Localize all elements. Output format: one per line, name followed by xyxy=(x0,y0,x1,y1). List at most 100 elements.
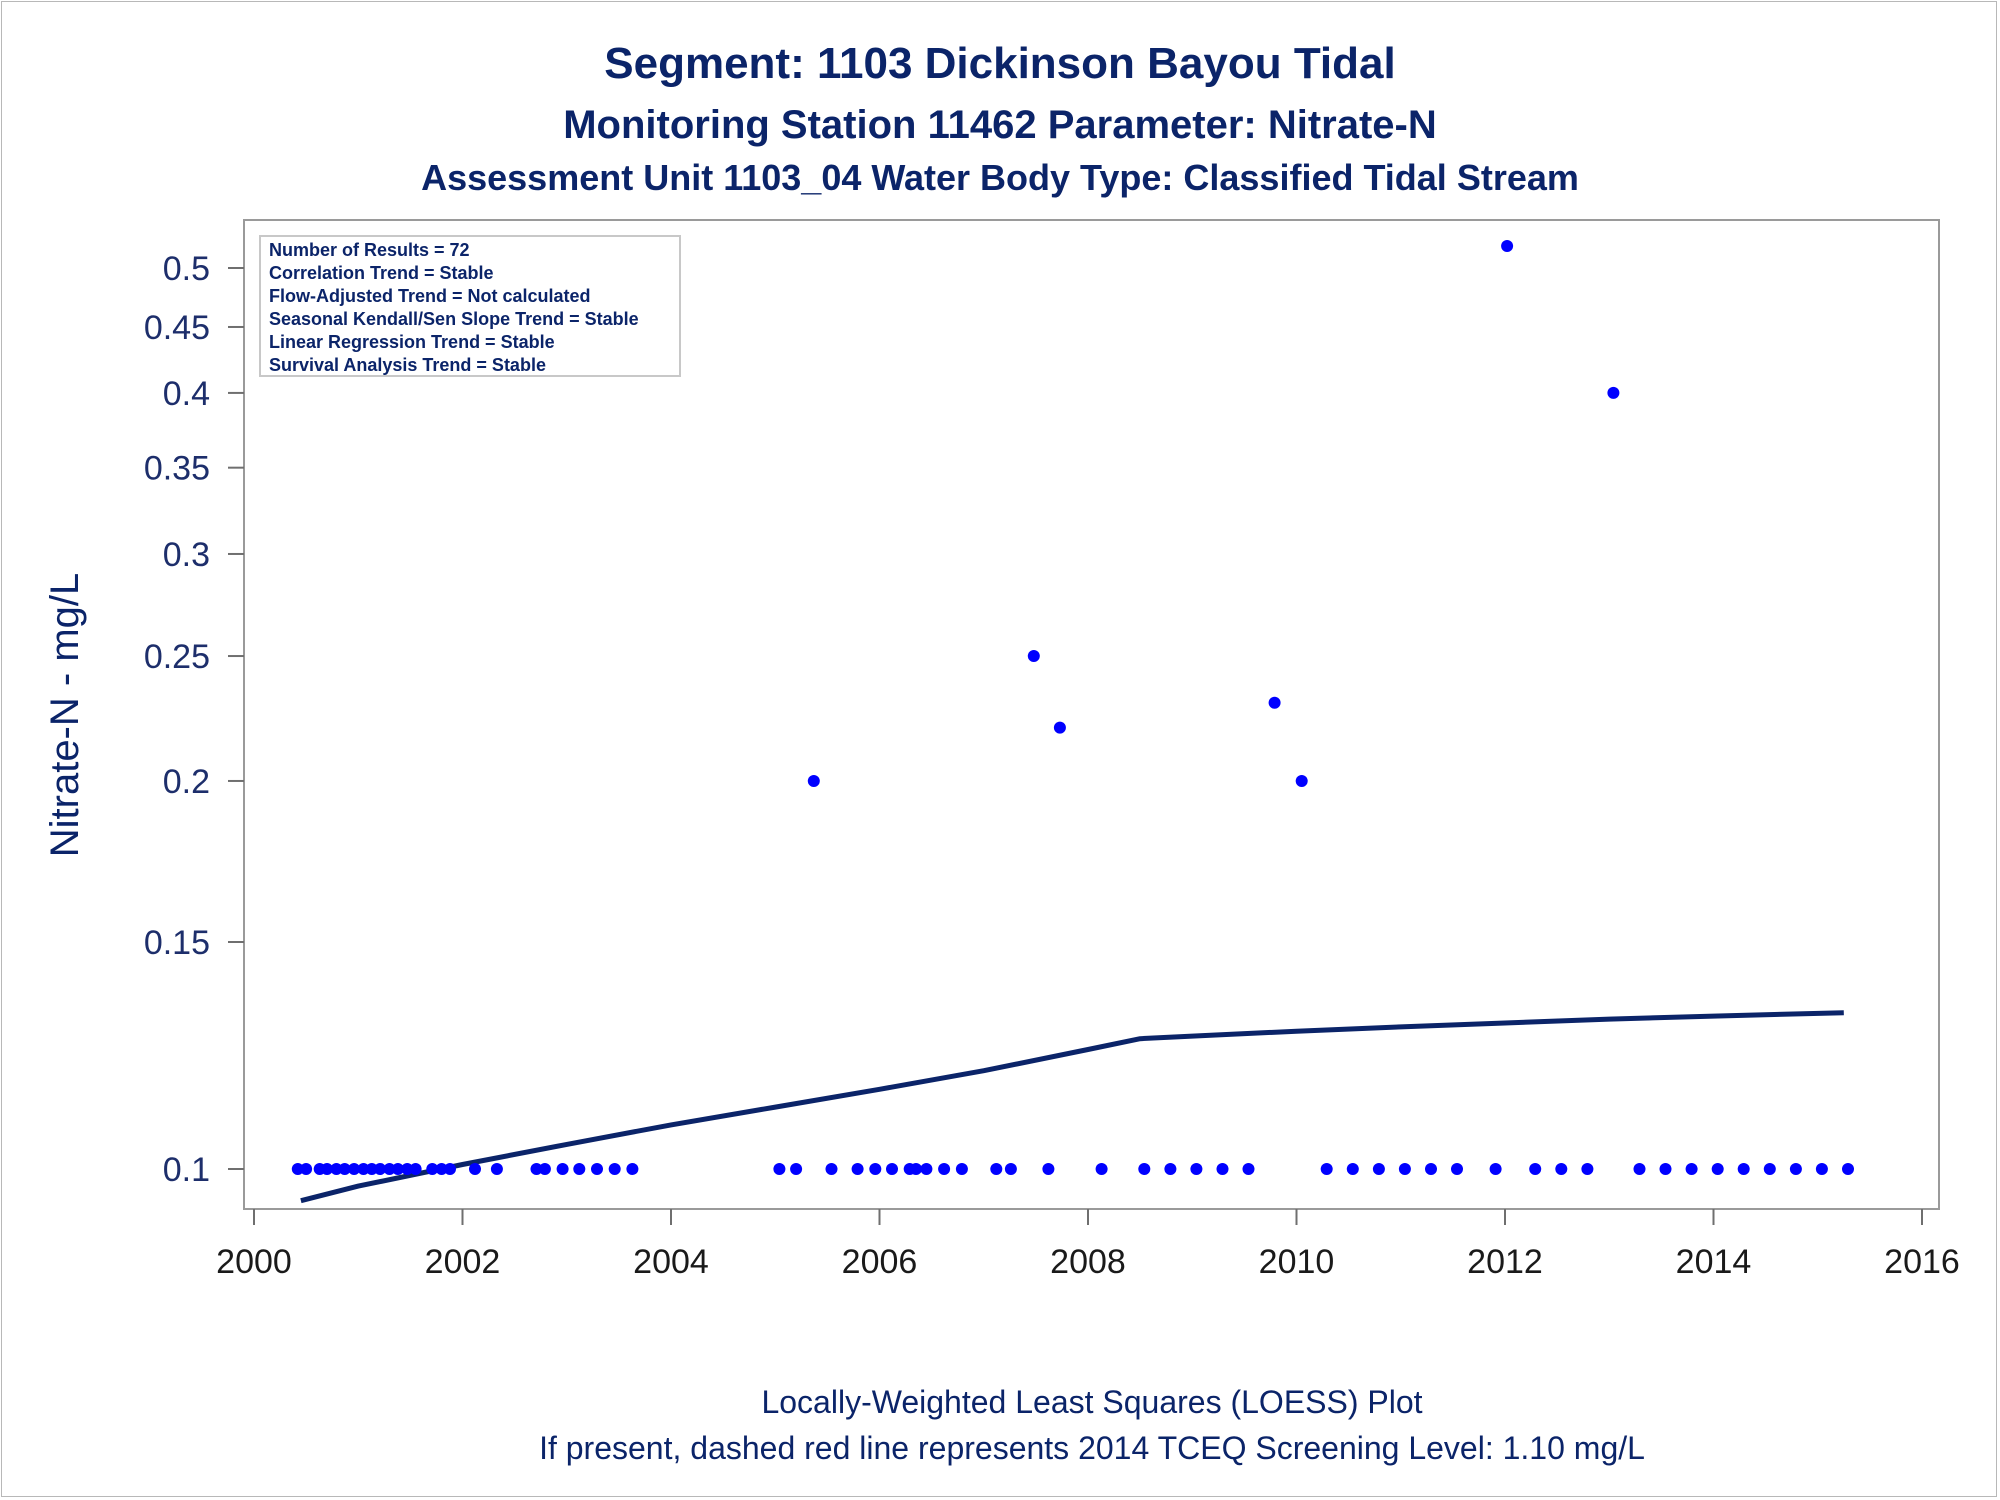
chart-title: Segment: 1103 Dickinson Bayou Tidal xyxy=(604,39,1395,88)
data-point xyxy=(869,1163,882,1175)
x-tick-label: 2016 xyxy=(1884,1243,1960,1281)
data-point xyxy=(1095,1163,1108,1175)
data-point xyxy=(1555,1163,1568,1175)
data-point xyxy=(807,775,820,787)
data-point xyxy=(1763,1163,1776,1175)
x-axis: 2000 2002 2004 2006 2008 2010 2012 2014 2016 xyxy=(216,1209,1960,1281)
data-point xyxy=(955,1163,968,1175)
data-point xyxy=(626,1163,639,1175)
y-axis-label: Nitrate-N - mg/L xyxy=(43,573,87,858)
footnote-2: If present, dashed red line represents 2… xyxy=(539,1430,1645,1466)
data-point xyxy=(1607,386,1620,399)
data-point xyxy=(1581,1163,1594,1175)
data-point xyxy=(851,1163,864,1175)
data-point xyxy=(300,1163,313,1175)
y-tick-label: 0.5 xyxy=(163,250,210,288)
data-point xyxy=(1295,775,1308,787)
data-point xyxy=(1216,1163,1229,1175)
data-point xyxy=(530,1163,543,1175)
data-point xyxy=(1711,1163,1724,1175)
data-point xyxy=(573,1163,586,1175)
data-point xyxy=(825,1163,838,1175)
data-point xyxy=(490,1163,503,1175)
data-point xyxy=(469,1163,481,1175)
data-point xyxy=(391,1163,404,1175)
x-tick-label: 2002 xyxy=(425,1243,501,1281)
data-point xyxy=(1815,1163,1828,1175)
data-point xyxy=(426,1163,439,1175)
loess-line xyxy=(300,1010,1844,1204)
data-point xyxy=(1425,1163,1437,1175)
data-point xyxy=(383,1163,396,1175)
data-point xyxy=(1842,1163,1854,1175)
y-tick-label: 0.35 xyxy=(144,450,210,488)
data-point xyxy=(1242,1163,1255,1175)
y-tick-label: 0.2 xyxy=(163,763,210,801)
data-point xyxy=(321,1163,333,1175)
stats-line: Correlation Trend = Stable xyxy=(269,263,494,283)
data-point xyxy=(444,1163,456,1175)
data-point xyxy=(348,1163,361,1175)
data-point xyxy=(538,1163,551,1175)
data-point xyxy=(1138,1163,1151,1175)
data-point xyxy=(1027,650,1040,662)
data-point xyxy=(556,1163,569,1175)
y-axis: 0.1 0.15 0.2 0.25 0.3 0.35 0.4 0.45 0.5 xyxy=(144,250,244,1189)
data-point xyxy=(920,1163,933,1175)
y-tick-label: 0.15 xyxy=(144,924,210,962)
data-point xyxy=(938,1163,951,1175)
data-point xyxy=(910,1163,922,1175)
data-point xyxy=(773,1163,786,1175)
data-point xyxy=(990,1163,1003,1175)
data-point xyxy=(1501,240,1514,252)
data-point xyxy=(1737,1163,1750,1175)
data-point xyxy=(1398,1163,1411,1175)
data-point xyxy=(1346,1163,1359,1175)
stats-line: Survival Analysis Trend = Stable xyxy=(269,355,546,375)
x-tick-label: 2006 xyxy=(842,1243,918,1281)
data-point xyxy=(435,1163,448,1175)
data-point xyxy=(591,1163,603,1175)
data-point xyxy=(1489,1163,1502,1175)
data-point xyxy=(374,1163,387,1175)
stats-line: Flow-Adjusted Trend = Not calculated xyxy=(269,286,591,306)
data-point xyxy=(338,1163,351,1175)
data-point xyxy=(1529,1163,1542,1175)
data-point xyxy=(1190,1163,1203,1175)
data-point xyxy=(1164,1163,1177,1175)
data-point xyxy=(790,1163,803,1175)
y-tick-label: 0.4 xyxy=(163,375,210,413)
data-point xyxy=(409,1163,422,1175)
stats-line: Linear Regression Trend = Stable xyxy=(269,332,555,352)
data-point xyxy=(608,1163,621,1175)
stats-box: Number of Results = 72 Correlation Trend… xyxy=(259,235,681,377)
chart-subtitle-2: Assessment Unit 1103_04 Water Body Type:… xyxy=(421,157,1579,198)
data-point xyxy=(1004,1163,1017,1175)
data-point xyxy=(1659,1163,1672,1175)
data-point xyxy=(1042,1163,1055,1175)
data-point xyxy=(357,1163,370,1175)
plot-area xyxy=(243,219,1940,1210)
data-point xyxy=(1053,721,1066,734)
x-tick-label: 2012 xyxy=(1467,1243,1543,1281)
y-tick-label: 0.25 xyxy=(144,638,210,676)
data-point xyxy=(330,1163,343,1175)
chart-subtitle: Monitoring Station 11462 Parameter: Nitr… xyxy=(563,103,1437,147)
data-point xyxy=(1789,1163,1802,1175)
y-tick-label: 0.45 xyxy=(144,309,210,347)
data-point xyxy=(1685,1163,1698,1175)
data-point xyxy=(1372,1163,1385,1175)
data-series xyxy=(291,240,1854,1204)
data-point xyxy=(291,1163,304,1175)
x-tick-label: 2004 xyxy=(633,1243,709,1281)
data-point xyxy=(1633,1163,1646,1175)
footnote-1: Locally-Weighted Least Squares (LOESS) P… xyxy=(761,1384,1422,1420)
data-point xyxy=(1268,696,1281,709)
x-tick-label: 2010 xyxy=(1259,1243,1335,1281)
stats-line: Number of Results = 72 xyxy=(269,240,470,260)
x-tick-label: 2008 xyxy=(1050,1243,1126,1281)
stats-box-border xyxy=(259,235,681,377)
data-point xyxy=(1320,1163,1333,1175)
